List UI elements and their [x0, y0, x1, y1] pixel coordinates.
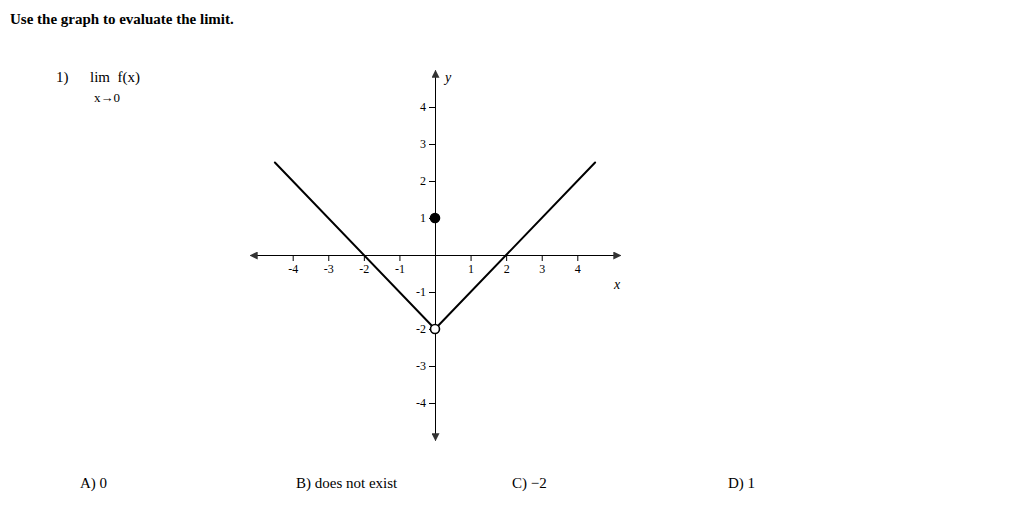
- filled-point: [431, 214, 440, 223]
- title: Use the graph to evaluate the limit.: [10, 11, 234, 27]
- answer-choice: D) 1: [728, 475, 755, 492]
- tick-mark: [577, 255, 578, 261]
- answer-choice: A) 0: [80, 475, 107, 492]
- tick-label: 4: [575, 262, 581, 276]
- y-axis-label: y: [443, 70, 452, 85]
- tick-label: -2: [359, 262, 369, 276]
- limit-subscript: x→0: [94, 90, 120, 105]
- tick: -1: [416, 285, 435, 299]
- tick-label: 1: [468, 262, 474, 276]
- tick-mark: [399, 255, 400, 261]
- x-axis-label: x: [613, 277, 621, 292]
- question-label: 1): [56, 69, 69, 86]
- tick-mark: [293, 255, 294, 261]
- tick: -4: [288, 255, 298, 276]
- tick-label: -3: [416, 359, 426, 373]
- tick-mark: [429, 292, 435, 293]
- answer-choice: B) does not exist: [296, 475, 398, 492]
- tick-label: 2: [504, 262, 510, 276]
- tick-mark: [429, 144, 435, 145]
- plot-area: [275, 163, 595, 334]
- y-axis-line: [435, 71, 436, 441]
- tick-mark: [429, 366, 435, 367]
- tick-mark: [542, 255, 543, 261]
- tick-label: -1: [395, 262, 405, 276]
- tick-label: -3: [324, 262, 334, 276]
- tick-label: 1: [420, 211, 426, 225]
- tick-label: 3: [420, 137, 426, 151]
- answer-choice: C) −2: [512, 475, 547, 492]
- tick: 3: [420, 137, 435, 151]
- line: [435, 163, 595, 330]
- limit-text: lim f(x): [90, 69, 140, 86]
- tick: 4: [575, 255, 581, 276]
- tick-label: 2: [420, 174, 426, 188]
- open-point: [431, 325, 440, 334]
- tick: 2: [420, 174, 435, 188]
- tick-mark: [429, 107, 435, 108]
- tick: 3: [539, 255, 545, 276]
- tick-mark: [429, 181, 435, 182]
- tick-mark: [471, 255, 472, 261]
- tick-label: -2: [416, 322, 426, 336]
- tick: 4: [420, 100, 435, 114]
- tick: -1: [395, 255, 405, 276]
- line: [275, 163, 435, 330]
- tick: -3: [416, 359, 435, 373]
- tick-label: -4: [416, 396, 426, 410]
- tick-label: -1: [416, 285, 426, 299]
- tick: 1: [468, 255, 474, 276]
- tick-mark: [429, 403, 435, 404]
- chart: Use the graph to evaluate the limit. 1) li…: [0, 0, 1024, 505]
- tick-label: 3: [539, 262, 545, 276]
- y-axis: -4 -3 -2 -1 1 2 3 4: [416, 71, 436, 441]
- tick-label: -4: [288, 262, 298, 276]
- tick-mark: [328, 255, 329, 261]
- tick: -4: [416, 396, 435, 410]
- tick: -3: [324, 255, 334, 276]
- tick-label: 4: [420, 100, 426, 114]
